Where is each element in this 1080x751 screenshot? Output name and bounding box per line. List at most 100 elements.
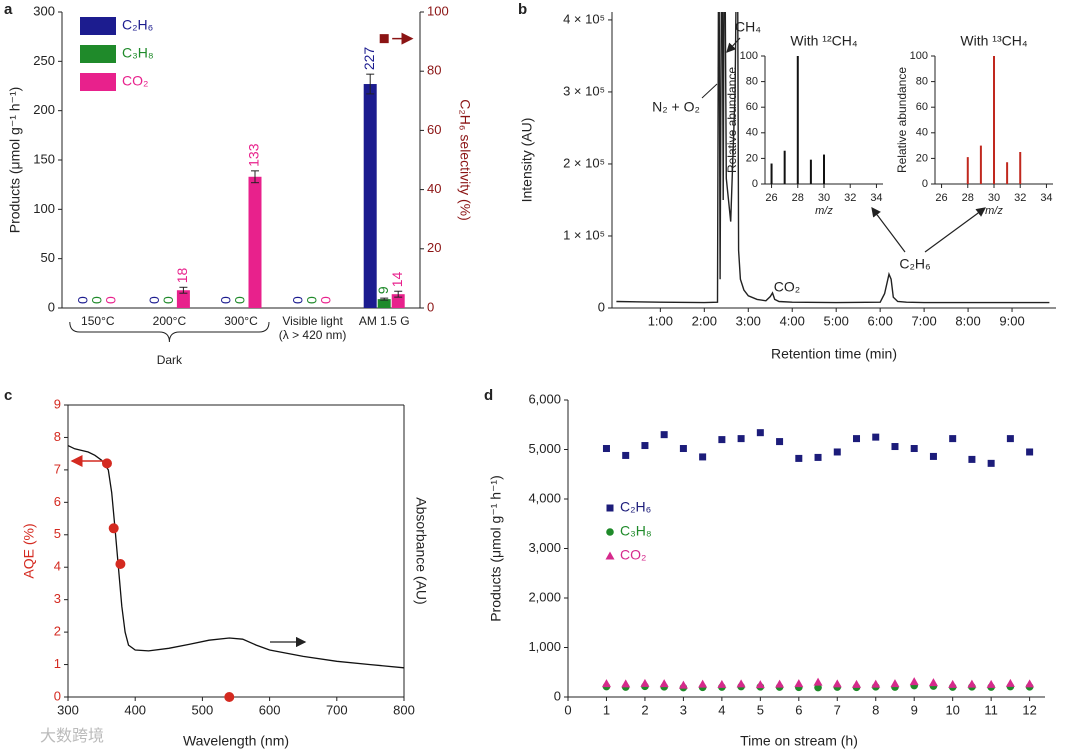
stem (979, 145, 982, 184)
y-tick-label: 1 (54, 656, 61, 671)
x-tick-label: 600 (259, 702, 281, 717)
y-tick-label: 40 (746, 127, 758, 139)
x-tick-label: 400 (124, 702, 146, 717)
chromatogram (616, 12, 1050, 304)
point (871, 679, 881, 688)
point (775, 679, 785, 688)
x-tick-label: 30 (818, 192, 830, 204)
x-tick-label: AM 1.5 G (358, 314, 410, 328)
point (1006, 435, 1014, 443)
x-tick-label: 26 (935, 192, 947, 204)
x-tick-label: 5:00 (824, 313, 849, 328)
x-tick-label: 12 (1022, 702, 1036, 717)
point (640, 678, 650, 687)
y-tick-label: 8 (54, 429, 61, 444)
y-tick-label: 9 (54, 396, 61, 411)
x-tick-label: 8:00 (955, 313, 980, 328)
category-label-box: 200°C (152, 314, 187, 328)
y-tick-label: 80 (916, 76, 928, 88)
x-tick-label: 8 (872, 702, 879, 717)
x-axis-title: Wavelength (nm) (183, 733, 289, 749)
stem (1006, 162, 1009, 184)
point (699, 453, 707, 461)
panel-label: c (4, 387, 12, 404)
annotation-arrow (924, 207, 986, 253)
absorbance-line (67, 445, 405, 669)
y-tick-label: 4 × 10⁵ (563, 11, 605, 26)
legend-marker (606, 504, 614, 512)
y-tick-label: 300 (33, 3, 55, 18)
point (717, 679, 727, 688)
y-tick-label: 1 × 10⁵ (563, 227, 605, 242)
y-tick-label: 3 (54, 591, 61, 606)
point (795, 454, 803, 462)
bar (377, 299, 391, 308)
point (601, 679, 611, 688)
y-tick-label: 40 (916, 127, 928, 139)
point (928, 678, 938, 687)
x-tick-label: 7 (834, 702, 841, 717)
x-axis-title: m/z (815, 205, 833, 217)
value-label: 14 (389, 271, 405, 287)
aqe-point (115, 558, 126, 569)
legend-label: C₃H₈ (122, 45, 154, 61)
point (602, 445, 610, 453)
point (679, 445, 687, 453)
point (948, 679, 958, 688)
legend-label: C₂H₆ (620, 499, 651, 515)
category-label-box: AM 1.5 G (358, 314, 410, 328)
value-label: 9 (375, 286, 391, 294)
value-label: 0 (232, 296, 248, 304)
stem (783, 150, 786, 184)
watermark: 大数跨境 (40, 726, 104, 745)
point (698, 679, 708, 688)
x-tick-label: 9 (911, 702, 918, 717)
y-tick-label: 7 (54, 461, 61, 476)
y2-tick-label: 40 (427, 181, 441, 196)
point (929, 452, 937, 460)
group-label: Dark (157, 353, 183, 367)
y-tick-label: 100 (910, 50, 928, 62)
x-tick-label: 700 (326, 702, 348, 717)
value-label: 0 (89, 296, 105, 304)
x-tick-label: 30 (988, 192, 1000, 204)
y2-tick-label: 100 (427, 3, 449, 18)
y-tick-label: 5,000 (528, 441, 561, 456)
point (968, 455, 976, 463)
point (736, 679, 746, 688)
y2-axis-title: C₂H₆ selectivity (%) (457, 99, 473, 221)
y2-axis-title: Absorbance (AU) (413, 497, 429, 604)
annotation: CH₄ (735, 19, 761, 35)
legend-swatch (80, 73, 116, 91)
x-tick-label: 6:00 (868, 313, 893, 328)
y-tick-label: 0 (48, 299, 55, 314)
point (986, 679, 996, 688)
point (659, 679, 669, 688)
point (776, 438, 784, 446)
y2-tick-label: 80 (427, 63, 441, 78)
x-axis-title: Time on stream (h) (740, 733, 858, 749)
x-tick-label: 32 (844, 192, 856, 204)
y-tick-label: 2 × 10⁵ (563, 155, 605, 170)
x-tick-label: 26 (765, 192, 777, 204)
value-label: 0 (289, 296, 305, 304)
value-label: 227 (361, 47, 377, 71)
legend-swatch (80, 17, 116, 35)
x-tick-label: Visible light (λ > 420 nm) (278, 314, 347, 342)
point (890, 679, 900, 688)
bar (176, 290, 190, 308)
point (891, 443, 899, 451)
x-tick-label: 32 (1014, 192, 1026, 204)
legend-label: CO₂ (122, 73, 148, 89)
x-tick-label: 3 (680, 702, 687, 717)
annotation-arrow (871, 207, 906, 253)
x-tick-label: 200°C (152, 314, 187, 328)
y-tick-label: 0 (752, 178, 758, 190)
x-tick-label: 0 (564, 702, 571, 717)
x-tick-label: 7:00 (911, 313, 936, 328)
x-tick-label: 34 (870, 192, 882, 204)
stem (1019, 152, 1022, 184)
point (832, 679, 842, 688)
point (755, 680, 765, 689)
